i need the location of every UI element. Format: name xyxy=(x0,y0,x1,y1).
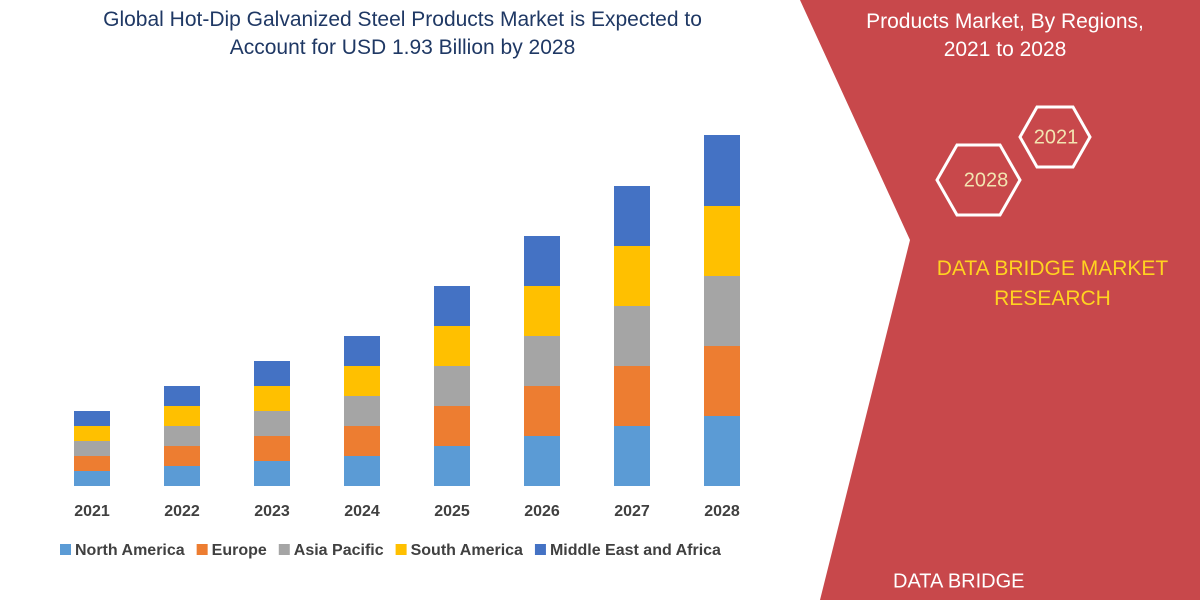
x-tick-label: 2022 xyxy=(164,503,200,520)
bar-segment xyxy=(74,411,110,426)
brand: DATA BRIDGE MARKET RESEARCH xyxy=(936,257,1169,310)
bar-segment xyxy=(254,386,290,411)
bar-segment xyxy=(254,436,290,461)
bar-segment xyxy=(434,326,470,366)
hexagon-outlines xyxy=(935,105,1092,217)
bar-segment xyxy=(254,461,290,486)
bar-segment xyxy=(254,411,290,436)
bar-segment xyxy=(524,336,560,386)
bar-segment xyxy=(164,386,200,406)
bar-segment xyxy=(434,406,470,446)
legend-label: Europe xyxy=(212,542,267,559)
hexagon-label: 2021 xyxy=(1034,126,1079,148)
legend-swatch xyxy=(534,544,546,555)
bar-segment xyxy=(434,286,470,326)
bar-segment xyxy=(524,436,560,486)
x-tick-label: 2028 xyxy=(704,503,740,520)
bar-segment xyxy=(344,366,380,396)
bar-segment xyxy=(164,426,200,446)
bar-segment xyxy=(254,361,290,386)
side-panel xyxy=(800,0,1200,600)
plot: 2021 2022 2023 2024 2025 2026 2027 2028 North Am… xyxy=(60,135,740,559)
legend-swatch xyxy=(395,544,407,555)
bar-segment xyxy=(614,186,650,246)
bar-segment xyxy=(704,346,740,416)
bar-segment xyxy=(524,286,560,336)
bar-segment xyxy=(434,446,470,486)
bar-segment xyxy=(704,276,740,346)
legend-label: South America xyxy=(411,542,523,559)
bar-segment xyxy=(434,366,470,406)
x-tick-label: 2026 xyxy=(524,503,560,520)
bar-segment xyxy=(704,416,740,486)
x-tick-label: 2027 xyxy=(614,503,650,520)
hexagon-label: 2028 xyxy=(964,169,1009,191)
bar-segment xyxy=(74,456,110,471)
bar-segment xyxy=(524,236,560,286)
bar-segment xyxy=(164,446,200,466)
bar-segment xyxy=(344,456,380,486)
heading-line: Products Market, By Regions, xyxy=(866,10,1144,33)
bar-segment xyxy=(74,471,110,486)
x-tick-label: 2023 xyxy=(254,503,290,520)
chart-title: Global Hot-Dip Galvanized Steel Products… xyxy=(103,8,702,59)
x-tick-label: 2024 xyxy=(344,503,380,520)
bar-segment xyxy=(344,336,380,366)
legend-label: North America xyxy=(75,542,185,559)
bar-segment xyxy=(614,246,650,306)
heading-line: 2021 to 2028 xyxy=(943,38,1067,61)
panel-heading: Products Market, By Regions, 2021 to 202… xyxy=(830,8,1180,64)
legend-swatch xyxy=(278,544,290,555)
legend-label: Middle East and Africa xyxy=(550,542,721,559)
bar-segment xyxy=(614,306,650,366)
bar-segment xyxy=(704,206,740,276)
legend-label: Asia Pacific xyxy=(294,542,384,559)
bar-segment xyxy=(344,396,380,426)
bar-segment xyxy=(74,441,110,456)
x-tick-label: 2025 xyxy=(434,503,470,520)
bar-segment xyxy=(614,426,650,486)
legend-swatch xyxy=(60,544,71,555)
bar-segment xyxy=(614,366,650,426)
bar-segment xyxy=(74,426,110,441)
x-tick-label: 2021 xyxy=(74,503,110,520)
bar-segment xyxy=(704,135,740,206)
bar-segment xyxy=(164,406,200,426)
bar-segment xyxy=(344,426,380,456)
bar-segment xyxy=(164,466,200,486)
legend-swatch xyxy=(196,544,208,555)
bar-segment xyxy=(524,386,560,436)
logo-text: DATA BRIDGE xyxy=(893,570,1025,592)
